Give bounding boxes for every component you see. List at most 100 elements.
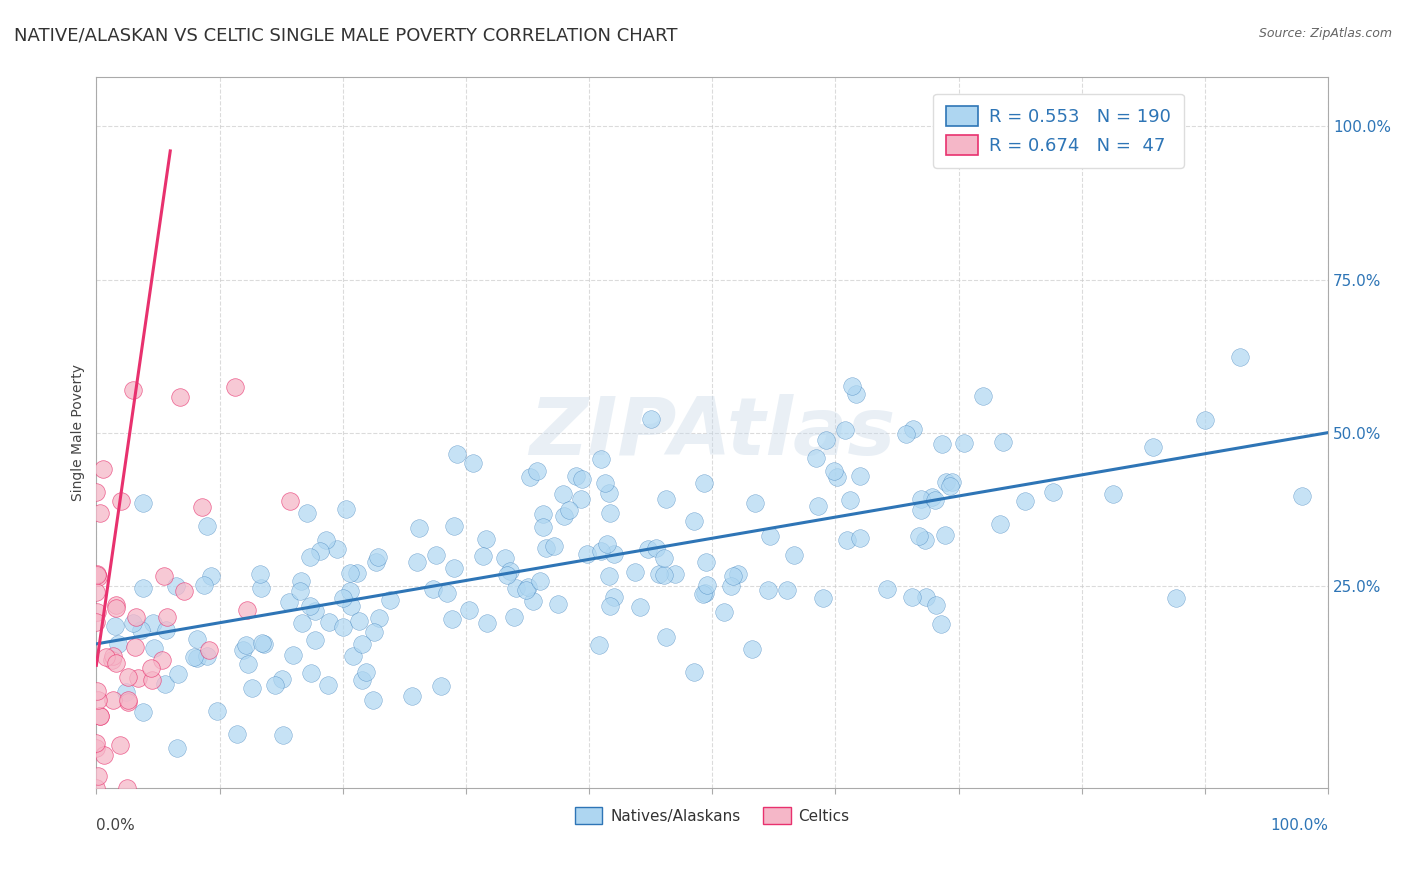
Point bbox=[318, 615, 340, 629]
Point bbox=[100, 652, 122, 666]
Point bbox=[94, 650, 117, 665]
Point bbox=[910, 503, 932, 517]
Point bbox=[86, 736, 108, 750]
Point bbox=[224, 379, 246, 393]
Point bbox=[624, 566, 647, 580]
Point bbox=[901, 590, 924, 604]
Point bbox=[304, 604, 326, 618]
Point bbox=[193, 578, 215, 592]
Point bbox=[87, 692, 110, 706]
Point bbox=[723, 568, 745, 582]
Point bbox=[471, 549, 494, 564]
Point bbox=[197, 643, 219, 657]
Point bbox=[347, 615, 370, 629]
Point bbox=[86, 584, 108, 599]
Point bbox=[281, 648, 304, 662]
Point bbox=[183, 650, 205, 665]
Point bbox=[531, 520, 554, 534]
Point bbox=[87, 769, 110, 783]
Point bbox=[89, 506, 111, 520]
Point bbox=[86, 615, 108, 629]
Point bbox=[547, 597, 569, 611]
Text: NATIVE/ALASKAN VS CELTIC SINGLE MALE POVERTY CORRELATION CHART: NATIVE/ALASKAN VS CELTIC SINGLE MALE POV… bbox=[14, 27, 678, 45]
Point bbox=[972, 389, 994, 403]
Point bbox=[839, 493, 862, 508]
Point bbox=[290, 574, 312, 589]
Point bbox=[253, 637, 276, 651]
Point bbox=[814, 433, 837, 447]
Point bbox=[1042, 484, 1064, 499]
Point bbox=[406, 555, 429, 569]
Point bbox=[845, 387, 868, 401]
Point bbox=[89, 709, 111, 723]
Point bbox=[117, 670, 139, 684]
Point bbox=[823, 464, 845, 478]
Point bbox=[155, 623, 177, 637]
Point bbox=[553, 508, 575, 523]
Point bbox=[644, 541, 666, 555]
Point bbox=[741, 641, 763, 656]
Point bbox=[654, 568, 676, 582]
Text: ZIPAtlas: ZIPAtlas bbox=[529, 393, 896, 472]
Point bbox=[86, 485, 108, 500]
Point bbox=[315, 533, 337, 548]
Point bbox=[225, 727, 247, 741]
Point bbox=[901, 422, 924, 436]
Point bbox=[825, 470, 848, 484]
Point bbox=[195, 518, 218, 533]
Point bbox=[299, 599, 322, 613]
Legend: Natives/Alaskans, Celtics: Natives/Alaskans, Celtics bbox=[569, 801, 856, 830]
Point bbox=[143, 640, 166, 655]
Point bbox=[664, 566, 686, 581]
Point bbox=[910, 492, 932, 507]
Point bbox=[125, 610, 148, 624]
Point bbox=[876, 582, 898, 597]
Point bbox=[1194, 413, 1216, 427]
Point bbox=[939, 479, 962, 493]
Point bbox=[551, 487, 574, 501]
Point bbox=[591, 543, 613, 558]
Text: 0.0%: 0.0% bbox=[97, 819, 135, 833]
Point bbox=[354, 665, 377, 680]
Point bbox=[361, 693, 384, 707]
Point bbox=[166, 741, 188, 756]
Point bbox=[692, 475, 714, 490]
Point bbox=[367, 611, 389, 625]
Point bbox=[107, 637, 129, 651]
Point bbox=[342, 649, 364, 664]
Point bbox=[727, 567, 749, 582]
Point bbox=[693, 585, 716, 599]
Point bbox=[503, 610, 526, 624]
Point bbox=[598, 568, 620, 582]
Point bbox=[1142, 440, 1164, 454]
Point bbox=[811, 591, 834, 606]
Point bbox=[117, 695, 139, 709]
Point bbox=[132, 705, 155, 719]
Point bbox=[264, 678, 287, 692]
Point bbox=[595, 476, 617, 491]
Point bbox=[522, 594, 544, 608]
Point bbox=[458, 603, 481, 617]
Point bbox=[115, 685, 138, 699]
Point bbox=[165, 579, 187, 593]
Point bbox=[515, 583, 537, 598]
Point bbox=[352, 637, 374, 651]
Point bbox=[841, 379, 863, 393]
Point bbox=[908, 529, 931, 543]
Point bbox=[1229, 350, 1251, 364]
Point bbox=[332, 591, 354, 606]
Point bbox=[475, 532, 498, 546]
Point bbox=[941, 475, 963, 490]
Point bbox=[921, 491, 943, 505]
Point bbox=[991, 434, 1014, 449]
Point bbox=[86, 566, 108, 581]
Point bbox=[924, 598, 946, 612]
Point bbox=[150, 653, 173, 667]
Point bbox=[152, 569, 174, 583]
Point bbox=[277, 595, 299, 609]
Point bbox=[121, 383, 143, 397]
Point bbox=[516, 580, 538, 594]
Point bbox=[252, 636, 274, 650]
Point bbox=[596, 537, 619, 551]
Point bbox=[599, 599, 621, 613]
